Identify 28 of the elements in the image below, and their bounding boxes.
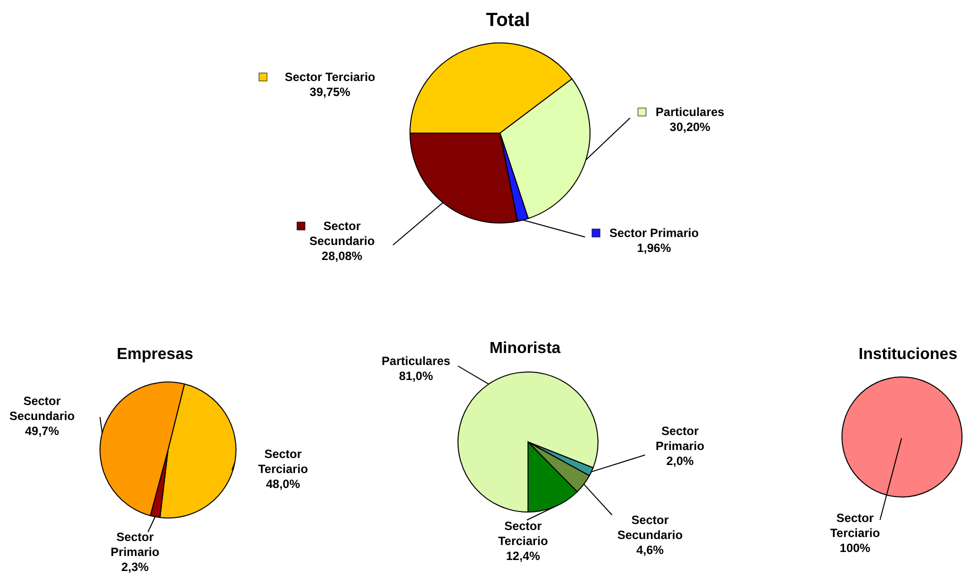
slice-label: Sector Secundario	[617, 513, 683, 542]
chart-title: Instituciones	[858, 346, 958, 363]
data-label: 100%	[840, 541, 871, 555]
legend-label: Sector Secundario	[309, 219, 375, 248]
legend-label: Sector Terciario	[284, 70, 376, 84]
data-label: 48,0%	[266, 477, 300, 491]
data-label: 12,4%	[506, 549, 540, 563]
chart-title: Empresas	[116, 346, 194, 363]
slice-label: Sector Secundario	[9, 394, 75, 423]
data-label: 49,7%	[24, 424, 60, 438]
slice-label: Sector Primario	[656, 424, 704, 453]
legend-label: Sector Primario	[609, 226, 699, 240]
data-label: 2,0%	[666, 454, 694, 468]
data-label: 39,75%	[310, 85, 351, 99]
chart-title: Total	[486, 10, 530, 31]
data-label: 2,3%	[121, 560, 149, 574]
slice-label: Sector Terciario	[498, 519, 548, 548]
data-label: 28,08%	[322, 249, 363, 263]
chart-title: Minorista	[489, 340, 561, 357]
slice-label: Sector Terciario	[258, 447, 308, 476]
slice-label: Sector Terciario	[830, 511, 880, 540]
slice-label: Particulares	[382, 354, 451, 368]
data-label: 1,96%	[636, 241, 672, 255]
slice-label: Sector Primario	[110, 530, 160, 559]
data-label: 4,6%	[636, 543, 664, 557]
data-label: 81,0%	[398, 369, 434, 383]
legend-label: Particulares	[656, 105, 725, 119]
data-label: 30,20%	[670, 120, 711, 134]
